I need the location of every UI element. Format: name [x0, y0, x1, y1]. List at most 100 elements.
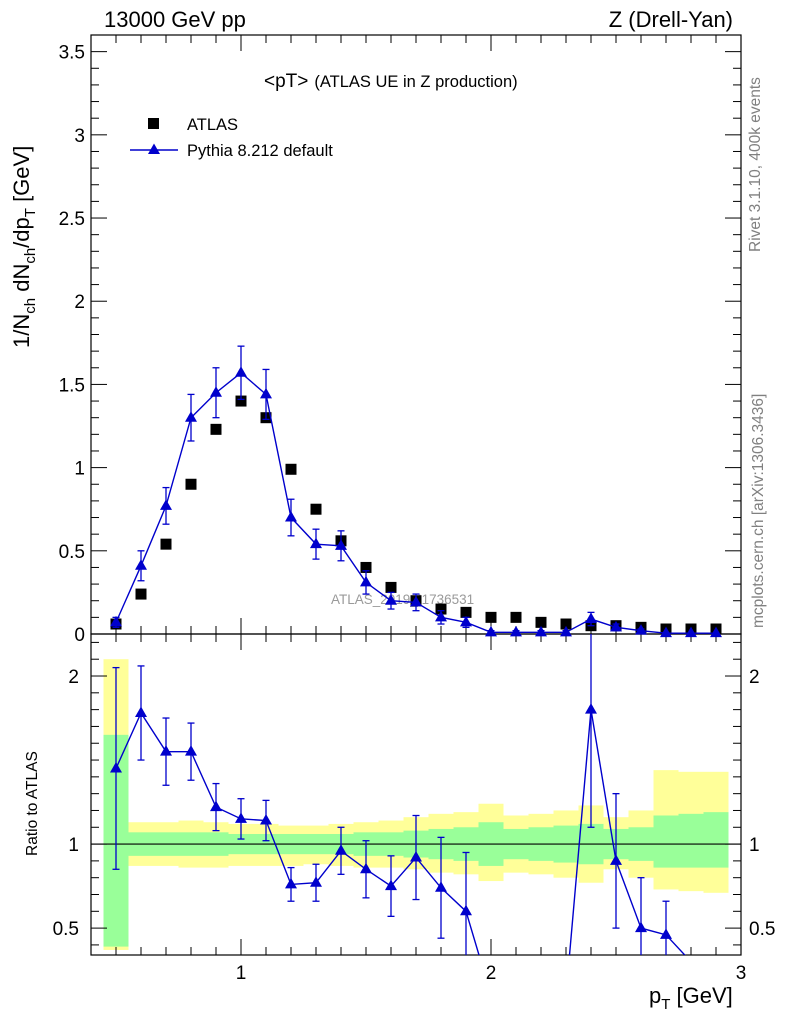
atlas-data-point — [135, 588, 147, 600]
ratio-frame — [90, 633, 742, 956]
pythia-data-point — [560, 625, 572, 637]
atlas-data-point — [185, 478, 197, 490]
ratio-data-point — [235, 812, 247, 823]
rivet-label: Rivet 3.1.10, 400k events — [747, 77, 764, 252]
legend-pythia-label: Pythia 8.212 default — [187, 142, 333, 160]
ratio-data-point — [310, 876, 322, 887]
pythia-data-point — [235, 366, 247, 377]
main-y-tick-label: 2.5 — [59, 209, 85, 230]
ratio-y-tick-label-left: 2 — [68, 667, 79, 688]
main-y-tick-label: 3 — [74, 126, 85, 147]
pythia-data-point — [110, 615, 122, 627]
pythia-data-point — [460, 615, 472, 627]
pythia-data-point — [485, 625, 497, 637]
pythia-data-point — [285, 511, 297, 522]
atlas-data-point — [285, 463, 297, 475]
main-y-tick-label: 0 — [74, 625, 85, 646]
ratio-y-tick-label-left: 1 — [68, 835, 79, 856]
ratio-data-point — [460, 904, 472, 916]
main-ylabel: 1/Nch dNch/dpT [GeV] — [9, 146, 39, 348]
ratio-data-point — [585, 703, 597, 714]
ratio-data-point — [110, 761, 122, 773]
pythia-data-point — [210, 386, 222, 397]
ratio-y-tick-label-right: 2 — [749, 667, 760, 688]
main-y-tick-label: 2 — [74, 292, 85, 313]
atlas-data-point — [360, 561, 372, 573]
ratio-uncertainty-bands — [103, 659, 729, 950]
pythia-data-point — [710, 626, 722, 638]
pythia-data-point — [335, 539, 347, 550]
atlas-data-point — [160, 538, 172, 550]
legend: ATLAS Pythia 8.212 default — [130, 116, 333, 160]
ratio-data-point — [360, 862, 372, 874]
pythia-data-point — [360, 575, 372, 587]
ratio-y-tick-label-right: 1 — [749, 835, 760, 856]
main-y-tick-label: 0.5 — [59, 542, 85, 563]
pythia-data-point — [660, 626, 672, 638]
pythia-data-point — [160, 499, 172, 510]
x-tick-label: 1 — [236, 963, 247, 984]
ratio-data-point — [260, 814, 272, 825]
analysis-watermark: ATLAS_2019_I1736531 — [331, 592, 474, 607]
main-y-tick-label: 1.5 — [59, 375, 85, 396]
pythia-data-point — [410, 595, 422, 607]
atlas-data-point — [235, 395, 247, 407]
ratio-band-green — [703, 812, 729, 868]
ratio-ylabel: Ratio to ATLAS — [24, 751, 41, 856]
atlas-data-point — [210, 423, 222, 435]
x-tick-label: 2 — [486, 963, 497, 984]
header-left: 13000 GeV pp — [104, 7, 246, 32]
atlas-data-point — [460, 606, 472, 618]
legend-atlas-marker — [148, 118, 159, 129]
pythia-data-point — [260, 387, 272, 399]
pythia-data-point — [510, 625, 522, 637]
header-right: Z (Drell-Yan) — [609, 7, 733, 32]
pythia-data-point — [310, 537, 322, 549]
pythia-data-point — [435, 610, 447, 622]
ratio-y-tick-label-right: 0.5 — [749, 919, 775, 940]
x-tick-label: 3 — [736, 963, 747, 984]
pythia-data-point — [685, 626, 697, 638]
ratio-band-green — [678, 813, 704, 868]
main-y-tick-label: 1 — [74, 459, 85, 480]
main-y-tick-label: 3.5 — [59, 43, 85, 64]
pythia-data-point — [185, 411, 197, 422]
ratio-data-point — [385, 879, 397, 891]
main-axes: 0 0.5 1 1.5 2 2.5 3 3.5 — [59, 34, 742, 646]
ratio-data-point — [285, 877, 297, 889]
legend-atlas-label: ATLAS — [187, 116, 238, 134]
ratio-data-point — [660, 928, 672, 939]
atlas-data-point — [560, 618, 572, 630]
ratio-y-tick-label-left: 0.5 — [53, 919, 79, 940]
ratio-axes: 0.5 0.5 1 1 2 2 1 2 3 — [53, 633, 775, 984]
ratio-data-point — [135, 706, 147, 717]
atlas-data-point — [535, 616, 547, 628]
main-title: <pT> (ATLAS UE in Z production) — [264, 71, 518, 92]
pythia-data-point — [585, 612, 597, 624]
atlas-data-point — [485, 611, 497, 623]
pythia-data-point — [385, 594, 397, 605]
ratio-data-point — [635, 921, 647, 933]
ratio-series — [110, 634, 686, 955]
ratio-data-point — [410, 851, 422, 862]
ratio-data-point — [160, 745, 172, 756]
ratio-data-point — [185, 745, 197, 756]
ratio-data-point — [610, 854, 622, 865]
main-series — [110, 345, 722, 638]
atlas-data-point — [310, 503, 322, 515]
atlas-data-point — [510, 611, 522, 623]
atlas-data-point — [435, 603, 447, 615]
ratio-data-point — [335, 844, 347, 855]
legend-pythia-marker — [148, 143, 160, 154]
pythia-data-point — [610, 620, 622, 632]
pythia-data-point — [635, 624, 647, 635]
atlas-data-point — [385, 581, 397, 593]
pythia-data-point — [135, 559, 147, 570]
ratio-data-point — [435, 881, 447, 892]
ratio-band-green — [653, 815, 679, 868]
ratio-data-point — [210, 800, 222, 812]
x-axis-label: pT [GeV] — [649, 983, 733, 1013]
mcplots-label: mcplots.cern.ch [arXiv:1306.3436] — [750, 394, 767, 628]
pythia-data-point — [535, 625, 547, 637]
